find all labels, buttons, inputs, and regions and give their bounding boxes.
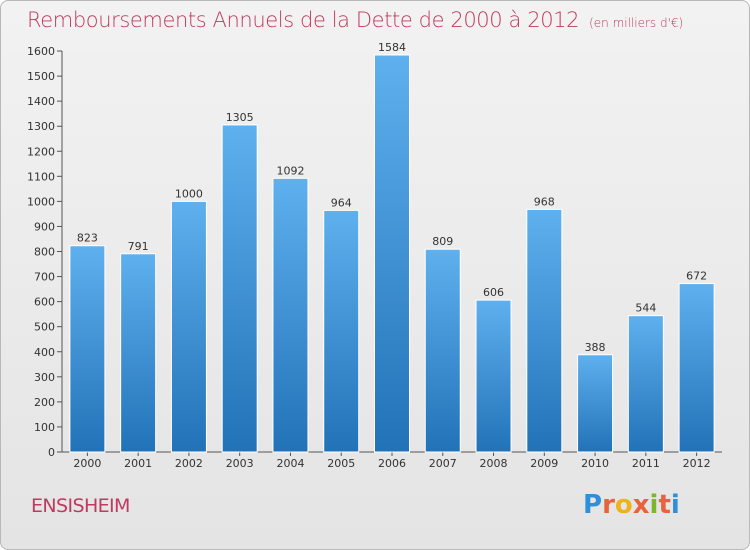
bar-value-label: 968 bbox=[534, 195, 555, 208]
logo-letter: r bbox=[602, 490, 615, 520]
logo-letter: x bbox=[632, 490, 650, 520]
y-tick-label: 1100 bbox=[27, 170, 55, 183]
x-tick-label: 2011 bbox=[632, 457, 660, 470]
bar bbox=[627, 315, 664, 453]
x-tick-label: 2004 bbox=[276, 457, 304, 470]
y-tick-label: 200 bbox=[34, 396, 55, 409]
y-tick-label: 1500 bbox=[27, 70, 55, 83]
y-tick-label: 1200 bbox=[27, 145, 55, 158]
x-tick-label: 2007 bbox=[429, 457, 457, 470]
bar-value-label: 964 bbox=[331, 196, 352, 209]
y-tick-label: 1400 bbox=[27, 95, 55, 108]
bar-value-label: 1584 bbox=[378, 41, 406, 54]
bar-value-label: 544 bbox=[635, 302, 656, 315]
bar-value-label: 1305 bbox=[226, 111, 254, 124]
bar-value-label: 791 bbox=[128, 240, 149, 253]
chart-data-labels: 823 791 1000 1305 1092 964 1584 809 606 968 388 544… bbox=[77, 41, 707, 354]
bar bbox=[526, 208, 563, 453]
y-tick-label: 600 bbox=[34, 296, 55, 309]
city-name: ENSISHEIM bbox=[31, 495, 130, 517]
y-tick-label: 1300 bbox=[27, 120, 55, 133]
y-tick-label: 500 bbox=[34, 321, 55, 334]
x-tick-label: 2008 bbox=[480, 457, 508, 470]
bar bbox=[221, 124, 258, 453]
chart-axes: 0 100 200 300 400 500 600 700 800 900 1000 1100 1200… bbox=[27, 45, 722, 470]
bar-chart: 0 100 200 300 400 500 600 700 800 900 1000 1100 1200… bbox=[27, 41, 722, 470]
bar bbox=[120, 253, 157, 453]
logo-letter: o bbox=[614, 490, 633, 520]
y-tick-label: 100 bbox=[34, 421, 55, 434]
bar bbox=[170, 200, 207, 453]
x-tick-label: 2002 bbox=[175, 457, 203, 470]
x-tick-label: 2006 bbox=[378, 457, 406, 470]
x-tick-label: 2001 bbox=[124, 457, 152, 470]
x-tick-label: 2009 bbox=[530, 457, 558, 470]
y-tick-label: 800 bbox=[34, 246, 55, 259]
logo-letter: i bbox=[670, 490, 680, 520]
x-tick-label: 2000 bbox=[73, 457, 101, 470]
bar bbox=[577, 354, 614, 453]
x-tick-label: 2012 bbox=[683, 457, 711, 470]
logo-letter: P bbox=[583, 490, 603, 520]
bar bbox=[69, 245, 106, 453]
bar-value-label: 823 bbox=[77, 232, 98, 245]
chart-bars bbox=[69, 54, 715, 453]
y-tick-label: 1600 bbox=[27, 45, 55, 58]
bar-value-label: 606 bbox=[483, 286, 504, 299]
bar-value-label: 388 bbox=[585, 341, 606, 354]
bar bbox=[272, 177, 309, 453]
y-tick-label: 900 bbox=[34, 220, 55, 233]
x-tick-label: 2005 bbox=[327, 457, 355, 470]
chart-title-text: Remboursements Annuels de la Dette de 20… bbox=[27, 8, 580, 32]
y-tick-label: 1000 bbox=[27, 195, 55, 208]
bar-value-label: 672 bbox=[686, 270, 707, 283]
bar bbox=[678, 283, 715, 453]
bar bbox=[475, 299, 512, 453]
bar bbox=[323, 209, 360, 453]
y-tick-label: 300 bbox=[34, 371, 55, 384]
y-tick-label: 0 bbox=[48, 446, 55, 459]
bar bbox=[374, 54, 410, 453]
proxiti-logo: Proxiti bbox=[583, 490, 680, 520]
y-tick-label: 400 bbox=[34, 346, 55, 359]
bar-value-label: 1092 bbox=[276, 164, 304, 177]
logo-letter: t bbox=[658, 490, 671, 520]
bar-value-label: 1000 bbox=[175, 187, 203, 200]
x-tick-label: 2010 bbox=[581, 457, 609, 470]
chart-subtitle: (en milliers d'€) bbox=[589, 16, 684, 30]
chart-title: Remboursements Annuels de la Dette de 20… bbox=[27, 8, 683, 32]
x-tick-label: 2003 bbox=[226, 457, 254, 470]
bar bbox=[424, 248, 461, 453]
y-tick-label: 700 bbox=[34, 271, 55, 284]
bar-value-label: 809 bbox=[432, 235, 453, 248]
logo-letter: i bbox=[649, 490, 659, 520]
